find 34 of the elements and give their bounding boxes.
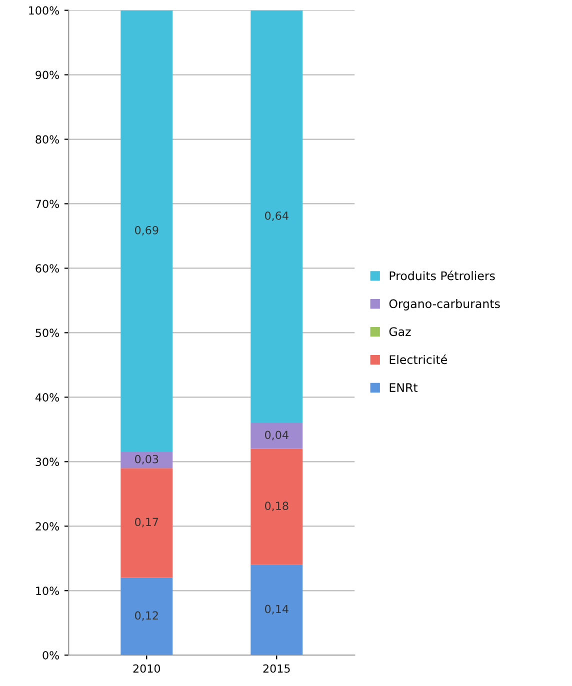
bar <box>250 422 303 449</box>
y-tick-label: 50% <box>36 328 59 338</box>
y-tick-label: 70% <box>36 200 59 208</box>
bar <box>120 10 173 452</box>
x-tick-label: 2010 <box>133 664 160 673</box>
legend-label: Organo-carburants <box>389 299 500 310</box>
y-tick-label: 60% <box>36 264 59 273</box>
bar <box>120 578 173 656</box>
data-label: 0,14 <box>265 604 288 614</box>
y-tick-label: 90% <box>36 70 59 80</box>
bar <box>120 468 173 578</box>
y-tick-label: 80% <box>36 135 59 144</box>
legend-label: Gaz <box>389 327 411 336</box>
data-label: 0,69 <box>135 226 158 236</box>
bar <box>250 564 303 656</box>
y-tick-label: 10% <box>36 586 59 596</box>
y-tick-label: 40% <box>35 393 59 402</box>
legend-label: Produits Pétroliers <box>390 270 495 280</box>
bar <box>120 452 173 468</box>
legend-label: Electricité <box>390 354 447 364</box>
data-label: 0,04 <box>265 430 288 440</box>
data-label: 0,17 <box>135 518 158 528</box>
data-label: 0,18 <box>265 502 288 512</box>
y-tick-label: 20% <box>36 522 59 531</box>
bar <box>250 10 303 423</box>
data-label: 0,12 <box>135 611 158 621</box>
data-label: 0,03 <box>135 454 158 464</box>
x-tick-label: 2015 <box>263 664 290 673</box>
y-tick-label: 30% <box>36 458 59 466</box>
legend-label: ENRt <box>390 383 418 392</box>
bar <box>250 448 303 565</box>
y-tick-label: 100% <box>29 6 59 15</box>
y-tick-label: 0% <box>42 651 59 660</box>
data-label: 0,64 <box>265 211 288 221</box>
